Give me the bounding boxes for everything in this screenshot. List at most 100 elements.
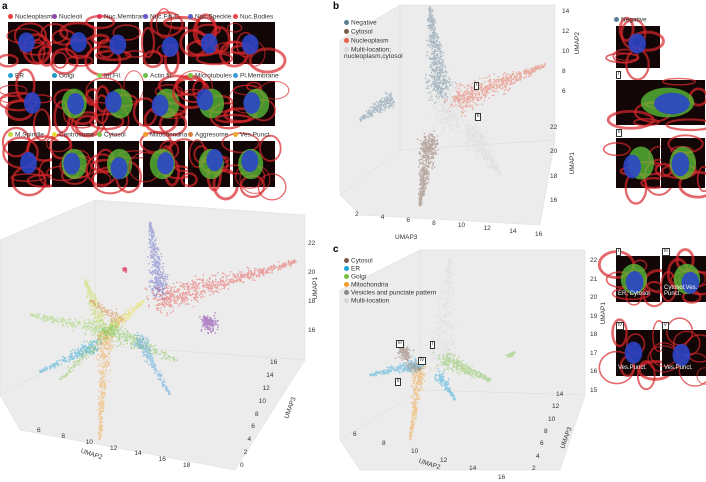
point xyxy=(207,280,210,283)
red-stain xyxy=(45,134,72,153)
point xyxy=(441,54,444,57)
point xyxy=(117,324,120,326)
point xyxy=(106,364,108,367)
point xyxy=(35,315,38,317)
point xyxy=(195,294,197,297)
point xyxy=(155,293,158,296)
point xyxy=(223,273,225,275)
point xyxy=(138,302,141,304)
point xyxy=(148,364,150,366)
point xyxy=(85,279,88,282)
point xyxy=(94,325,97,327)
point xyxy=(63,358,66,361)
point xyxy=(101,324,104,327)
point xyxy=(33,314,35,317)
point xyxy=(239,276,241,279)
point xyxy=(436,35,439,37)
point xyxy=(100,331,103,333)
point xyxy=(430,27,433,29)
point xyxy=(208,324,210,326)
point xyxy=(83,340,85,343)
red-stain xyxy=(180,172,198,188)
point xyxy=(160,275,163,277)
point xyxy=(183,299,186,301)
point xyxy=(163,297,166,300)
point xyxy=(444,120,447,123)
point xyxy=(95,344,98,346)
point xyxy=(84,332,86,335)
point xyxy=(106,339,108,342)
point xyxy=(105,337,107,340)
point xyxy=(38,313,41,315)
point xyxy=(438,79,441,81)
point xyxy=(440,85,443,88)
point xyxy=(193,286,196,288)
point xyxy=(213,314,216,317)
point xyxy=(170,293,173,295)
point xyxy=(148,262,150,265)
point xyxy=(437,89,440,91)
point xyxy=(95,327,98,330)
point xyxy=(437,53,439,55)
point xyxy=(153,240,156,242)
point xyxy=(136,345,138,348)
point xyxy=(112,332,114,334)
point xyxy=(152,287,154,290)
point xyxy=(92,347,95,350)
point xyxy=(139,345,142,348)
point xyxy=(162,304,164,307)
point xyxy=(146,346,149,348)
point xyxy=(59,321,62,323)
point xyxy=(73,363,75,366)
point xyxy=(105,328,108,331)
point xyxy=(152,235,155,238)
point xyxy=(434,22,436,24)
point xyxy=(134,338,137,340)
point xyxy=(95,320,97,323)
point xyxy=(98,407,100,410)
point xyxy=(209,286,212,288)
point xyxy=(208,328,210,331)
point xyxy=(213,274,216,277)
point xyxy=(103,329,105,332)
point xyxy=(219,282,221,285)
point xyxy=(129,344,132,347)
point xyxy=(57,321,59,324)
point xyxy=(153,363,155,366)
point xyxy=(436,50,439,52)
point xyxy=(425,57,428,59)
point xyxy=(98,337,100,340)
point xyxy=(105,330,107,332)
point xyxy=(84,326,87,328)
point xyxy=(78,322,81,325)
point xyxy=(164,292,166,295)
point xyxy=(167,355,170,357)
point xyxy=(42,316,44,319)
point xyxy=(94,296,96,298)
point xyxy=(75,326,78,329)
point xyxy=(199,292,202,295)
point xyxy=(60,378,63,380)
point xyxy=(163,384,165,386)
point xyxy=(235,281,238,283)
point xyxy=(438,41,441,43)
point xyxy=(58,359,61,362)
point xyxy=(172,357,174,359)
point xyxy=(77,321,80,323)
point xyxy=(84,325,87,327)
point xyxy=(103,360,106,363)
point xyxy=(66,373,69,375)
point xyxy=(169,295,172,298)
point xyxy=(441,98,443,100)
point xyxy=(80,323,83,326)
point xyxy=(163,355,166,357)
point xyxy=(98,343,100,345)
point xyxy=(124,312,126,315)
point xyxy=(124,309,127,312)
point xyxy=(111,320,113,323)
point xyxy=(90,313,92,316)
point xyxy=(126,336,129,339)
point xyxy=(158,256,161,258)
point xyxy=(454,81,457,84)
point xyxy=(100,372,102,375)
